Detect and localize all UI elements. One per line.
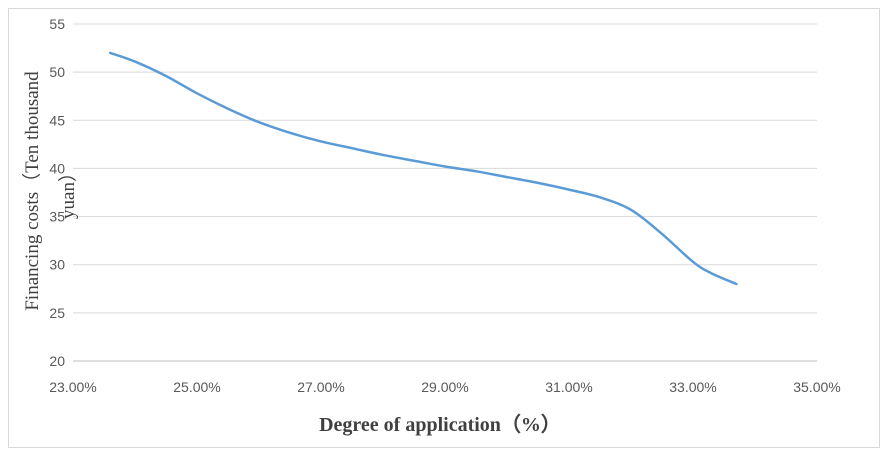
y-tick-label: 25	[49, 305, 65, 321]
x-tick-label: 29.00%	[421, 379, 468, 395]
x-tick-label: 35.00%	[793, 379, 840, 395]
x-tick-label: 23.00%	[49, 379, 96, 395]
x-tick-label: 33.00%	[669, 379, 716, 395]
y-tick-label: 30	[49, 257, 65, 273]
y-axis-title: Financing costs（Ten thousand yuan）	[21, 71, 79, 311]
y-tick-label: 45	[49, 112, 65, 128]
y-axis-title-line-2: yuan）	[57, 163, 79, 219]
series-line	[108, 51, 738, 286]
y-tick-label: 55	[49, 16, 65, 32]
y-axis-ticks: 20 25 30 35 40 45 50 55	[49, 16, 65, 369]
x-tick-label: 25.00%	[173, 379, 220, 395]
chart-frame	[8, 8, 880, 448]
y-axis-title-line-1: Financing costs（Ten thousand	[21, 71, 43, 311]
grid-lines	[73, 23, 817, 314]
x-tick-label: 27.00%	[297, 379, 344, 395]
x-tick-label: 31.00%	[545, 379, 592, 395]
y-tick-label: 40	[49, 160, 65, 176]
x-axis-title: Degree of application（%）	[319, 413, 561, 436]
y-tick-label: 35	[49, 209, 65, 225]
y-tick-label: 50	[49, 64, 65, 80]
x-axis-ticks: 23.00% 25.00% 27.00% 29.00% 31.00% 33.00% 35.0…	[49, 379, 840, 395]
y-tick-label: 20	[49, 353, 65, 369]
